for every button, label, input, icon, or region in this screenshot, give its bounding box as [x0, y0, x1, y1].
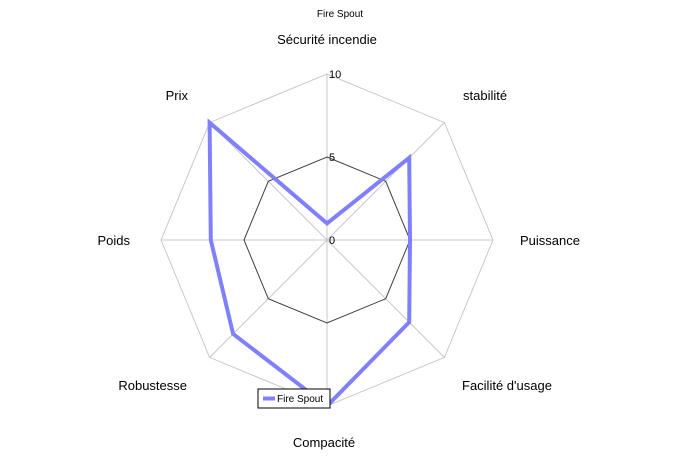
axis-label: Prix — [166, 88, 189, 103]
axis-label: Sécurité incendie — [277, 32, 377, 47]
axis-label: Robustesse — [118, 378, 187, 393]
axis-label: Facilité d'usage — [462, 378, 552, 393]
axis-label: Poids — [97, 233, 130, 248]
axis-label: stabilité — [463, 88, 507, 103]
series-line-fire-spout — [207, 118, 413, 409]
grid-ring-mid — [243, 156, 411, 324]
axis-label: Compacité — [293, 435, 355, 450]
tick-label: 10 — [329, 69, 341, 81]
tick-label: 5 — [329, 152, 335, 164]
axis-label: Puissance — [520, 233, 580, 248]
legend-label: Fire Spout — [277, 394, 323, 405]
chart-title: Fire Spout — [316, 9, 364, 20]
legend-box — [257, 388, 331, 409]
tick-label: 0 — [329, 235, 335, 247]
